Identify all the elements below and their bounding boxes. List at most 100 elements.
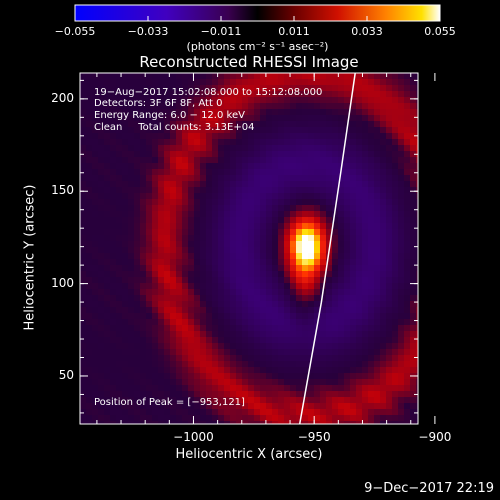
heatmap-cell <box>128 163 134 169</box>
heatmap-cell <box>182 289 188 295</box>
heatmap-cell <box>368 403 374 409</box>
heatmap-cell <box>152 91 158 97</box>
heatmap-cell <box>248 361 254 367</box>
heatmap-cell <box>170 349 176 355</box>
heatmap-cell <box>86 229 92 235</box>
heatmap-cell <box>164 169 170 175</box>
heatmap-cell <box>158 151 164 157</box>
heatmap-cell <box>398 223 404 229</box>
heatmap-cell <box>296 157 302 163</box>
info-line-4: Clean Total counts: 3.13E+04 <box>94 122 255 133</box>
heatmap-cell <box>296 199 302 205</box>
heatmap-cell <box>392 157 398 163</box>
heatmap-cell <box>284 253 290 259</box>
heatmap-cell <box>314 247 320 253</box>
heatmap-cell <box>194 349 200 355</box>
heatmap-cell <box>182 361 188 367</box>
heatmap-cell <box>314 385 320 391</box>
heatmap-cell <box>98 247 104 253</box>
heatmap-cell <box>200 361 206 367</box>
heatmap-cell <box>110 355 116 361</box>
heatmap-cell <box>290 163 296 169</box>
heatmap-cell <box>296 421 302 424</box>
heatmap-cell <box>392 235 398 241</box>
heatmap-cell <box>146 373 152 379</box>
heatmap-cell <box>116 373 122 379</box>
heatmap-cell <box>218 415 224 421</box>
heatmap-cell <box>380 265 386 271</box>
heatmap-cell <box>212 367 218 373</box>
heatmap-cell <box>128 385 134 391</box>
heatmap-cell <box>392 103 398 109</box>
heatmap-cell <box>374 319 380 325</box>
heatmap-cell <box>104 223 110 229</box>
heatmap-cell <box>230 121 236 127</box>
heatmap-cell <box>206 283 212 289</box>
heatmap-cell <box>158 325 164 331</box>
heatmap-cell <box>248 85 254 91</box>
heatmap-cell <box>152 355 158 361</box>
heatmap-cell <box>356 205 362 211</box>
heatmap-cell <box>92 421 98 424</box>
heatmap-cell <box>86 163 92 169</box>
heatmap-cell <box>98 337 104 343</box>
heatmap-cell <box>122 391 128 397</box>
heatmap-cell <box>338 325 344 331</box>
heatmap-cell <box>224 205 230 211</box>
heatmap-cell <box>200 145 206 151</box>
heatmap-cell <box>200 241 206 247</box>
heatmap-cell <box>182 307 188 313</box>
heatmap-cell <box>212 403 218 409</box>
heatmap-cell <box>164 199 170 205</box>
heatmap-cell <box>212 175 218 181</box>
heatmap-cell <box>416 253 418 259</box>
heatmap-cell <box>218 361 224 367</box>
heatmap-cell <box>338 121 344 127</box>
heatmap-cell <box>416 229 418 235</box>
heatmap-cell <box>356 133 362 139</box>
heatmap-cell <box>290 217 296 223</box>
heatmap-cell <box>134 151 140 157</box>
heatmap-cell <box>254 157 260 163</box>
heatmap-cell <box>398 337 404 343</box>
heatmap-cell <box>260 289 266 295</box>
heatmap-cell <box>266 181 272 187</box>
heatmap-cell <box>134 385 140 391</box>
heatmap-cell <box>302 355 308 361</box>
heatmap-cell <box>254 247 260 253</box>
heatmap-cell <box>134 193 140 199</box>
heatmap-cell <box>140 241 146 247</box>
heatmap-cell <box>356 421 362 424</box>
heatmap-cell <box>296 211 302 217</box>
heatmap-cell <box>374 163 380 169</box>
heatmap-cell <box>170 157 176 163</box>
heatmap-cell <box>212 205 218 211</box>
heatmap-cell <box>242 127 248 133</box>
heatmap-cell <box>170 253 176 259</box>
heatmap-cell <box>176 277 182 283</box>
heatmap-cell <box>374 307 380 313</box>
heatmap-cell <box>398 367 404 373</box>
heatmap-cell <box>242 175 248 181</box>
heatmap-cell <box>158 241 164 247</box>
heatmap-cell <box>122 199 128 205</box>
heatmap-cell <box>188 73 194 79</box>
heatmap-cell <box>128 229 134 235</box>
heatmap-cell <box>392 229 398 235</box>
heatmap-cell <box>188 79 194 85</box>
heatmap-cell <box>170 187 176 193</box>
heatmap-cell <box>104 319 110 325</box>
heatmap-cell <box>296 391 302 397</box>
heatmap-cell <box>272 337 278 343</box>
heatmap-cell <box>392 115 398 121</box>
heatmap-cell <box>344 379 350 385</box>
heatmap-cell <box>86 199 92 205</box>
heatmap-cell <box>92 253 98 259</box>
heatmap-cell <box>278 283 284 289</box>
heatmap-cell <box>242 223 248 229</box>
heatmap-cell <box>290 409 296 415</box>
heatmap-cell <box>152 175 158 181</box>
heatmap-cell <box>134 73 140 79</box>
heatmap-cell <box>320 301 326 307</box>
heatmap-cell <box>284 319 290 325</box>
